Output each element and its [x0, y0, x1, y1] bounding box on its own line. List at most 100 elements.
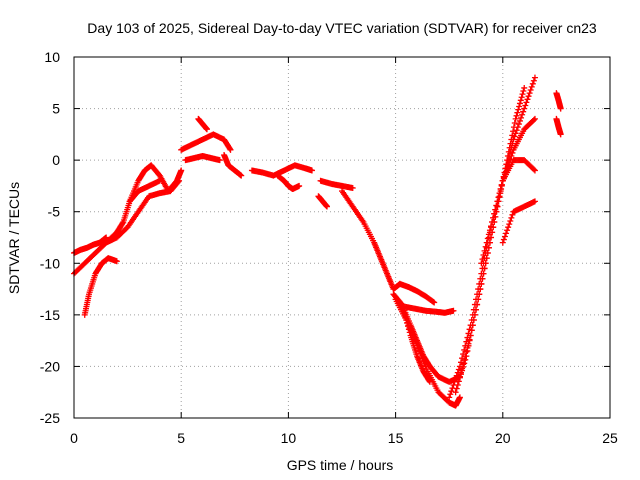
- data-point: [482, 243, 489, 250]
- data-point: [485, 231, 492, 238]
- data-point: [175, 178, 182, 185]
- grid: [74, 57, 610, 418]
- data-point: [493, 202, 500, 209]
- data-point: [505, 148, 512, 155]
- data-point: [457, 359, 464, 366]
- data-point: [470, 306, 477, 313]
- data-point: [476, 280, 483, 287]
- data-point: [216, 157, 223, 164]
- data-point: [516, 100, 523, 107]
- data-point: [473, 296, 479, 303]
- x-tick-label: 5: [177, 430, 185, 446]
- data-point: [462, 342, 469, 349]
- data-point: [454, 369, 461, 376]
- data-point: [426, 378, 433, 385]
- data-point: [508, 153, 515, 160]
- data-point: [509, 149, 516, 156]
- y-axis-label: SDTVAR / TECUs: [6, 182, 22, 294]
- data-point: [528, 83, 535, 90]
- data-point: [238, 172, 245, 179]
- data-point: [402, 313, 409, 320]
- data-point: [529, 80, 536, 87]
- data-point: [510, 128, 517, 135]
- x-tick-label: 20: [495, 430, 511, 446]
- data-point: [467, 322, 474, 329]
- data-point: [491, 210, 498, 217]
- data-point: [519, 111, 526, 118]
- data-point: [176, 177, 183, 184]
- y-tick-label: -15: [40, 307, 60, 323]
- data-point: [156, 177, 163, 184]
- series-track-1: [71, 162, 185, 277]
- data-point: [457, 371, 464, 378]
- data-point: [521, 84, 528, 91]
- series-track-24: [499, 198, 538, 246]
- data-point: [507, 156, 514, 163]
- data-point: [511, 120, 518, 127]
- series-track-12: [317, 177, 356, 191]
- series-track-19: [396, 280, 438, 306]
- data-point: [520, 88, 527, 95]
- data-point: [480, 252, 487, 259]
- data-point: [404, 320, 411, 327]
- data-point: [515, 106, 522, 113]
- data-point: [519, 91, 526, 98]
- data-point: [531, 167, 538, 174]
- data-point: [530, 116, 537, 123]
- data-point: [489, 219, 496, 226]
- x-tick-label: 10: [281, 430, 297, 446]
- data-point: [514, 109, 521, 116]
- data-point: [526, 90, 533, 97]
- data-point: [504, 227, 511, 234]
- data-point: [499, 239, 506, 246]
- y-tick-label: 10: [44, 49, 60, 65]
- data-point: [474, 291, 481, 298]
- data-point: [452, 375, 459, 382]
- data-point: [500, 236, 507, 243]
- data-point: [516, 117, 523, 124]
- data-point: [508, 214, 515, 221]
- data-point: [448, 388, 455, 395]
- data-point: [465, 330, 472, 337]
- data-point: [531, 74, 538, 81]
- data-point: [456, 363, 463, 370]
- data-point: [516, 103, 523, 110]
- data-point: [401, 310, 408, 317]
- series-track-7: [195, 115, 210, 133]
- data-point: [483, 239, 490, 246]
- data-point: [227, 146, 234, 153]
- data-point: [431, 299, 438, 306]
- data-point: [508, 136, 515, 143]
- data-point: [494, 198, 501, 205]
- chart-title: Day 103 of 2025, Sidereal Day-to-day VTE…: [87, 20, 597, 36]
- data-point: [461, 346, 468, 353]
- data-point: [513, 127, 520, 134]
- data-point: [496, 190, 503, 197]
- data-point: [527, 87, 534, 94]
- y-tick-label: -25: [40, 410, 60, 426]
- series-track-23: [478, 157, 538, 267]
- data-point: [509, 132, 516, 139]
- data-point: [471, 301, 478, 308]
- data-point: [323, 203, 330, 210]
- data-point: [557, 105, 564, 112]
- data-point: [495, 194, 502, 201]
- data-point: [349, 184, 356, 191]
- data-point: [460, 351, 467, 358]
- data-point: [405, 326, 412, 333]
- data-point: [523, 99, 530, 106]
- data-point: [403, 317, 410, 324]
- data-point: [517, 97, 524, 104]
- data-point: [450, 381, 457, 388]
- data-point: [557, 131, 564, 138]
- data-point: [507, 140, 514, 147]
- data-point: [453, 372, 460, 379]
- data-point: [478, 270, 485, 277]
- data-point: [492, 206, 499, 213]
- data-point: [531, 198, 538, 205]
- data-point: [481, 247, 488, 254]
- data-point: [513, 112, 520, 119]
- data-point: [461, 360, 468, 367]
- series-track-25: [553, 90, 564, 112]
